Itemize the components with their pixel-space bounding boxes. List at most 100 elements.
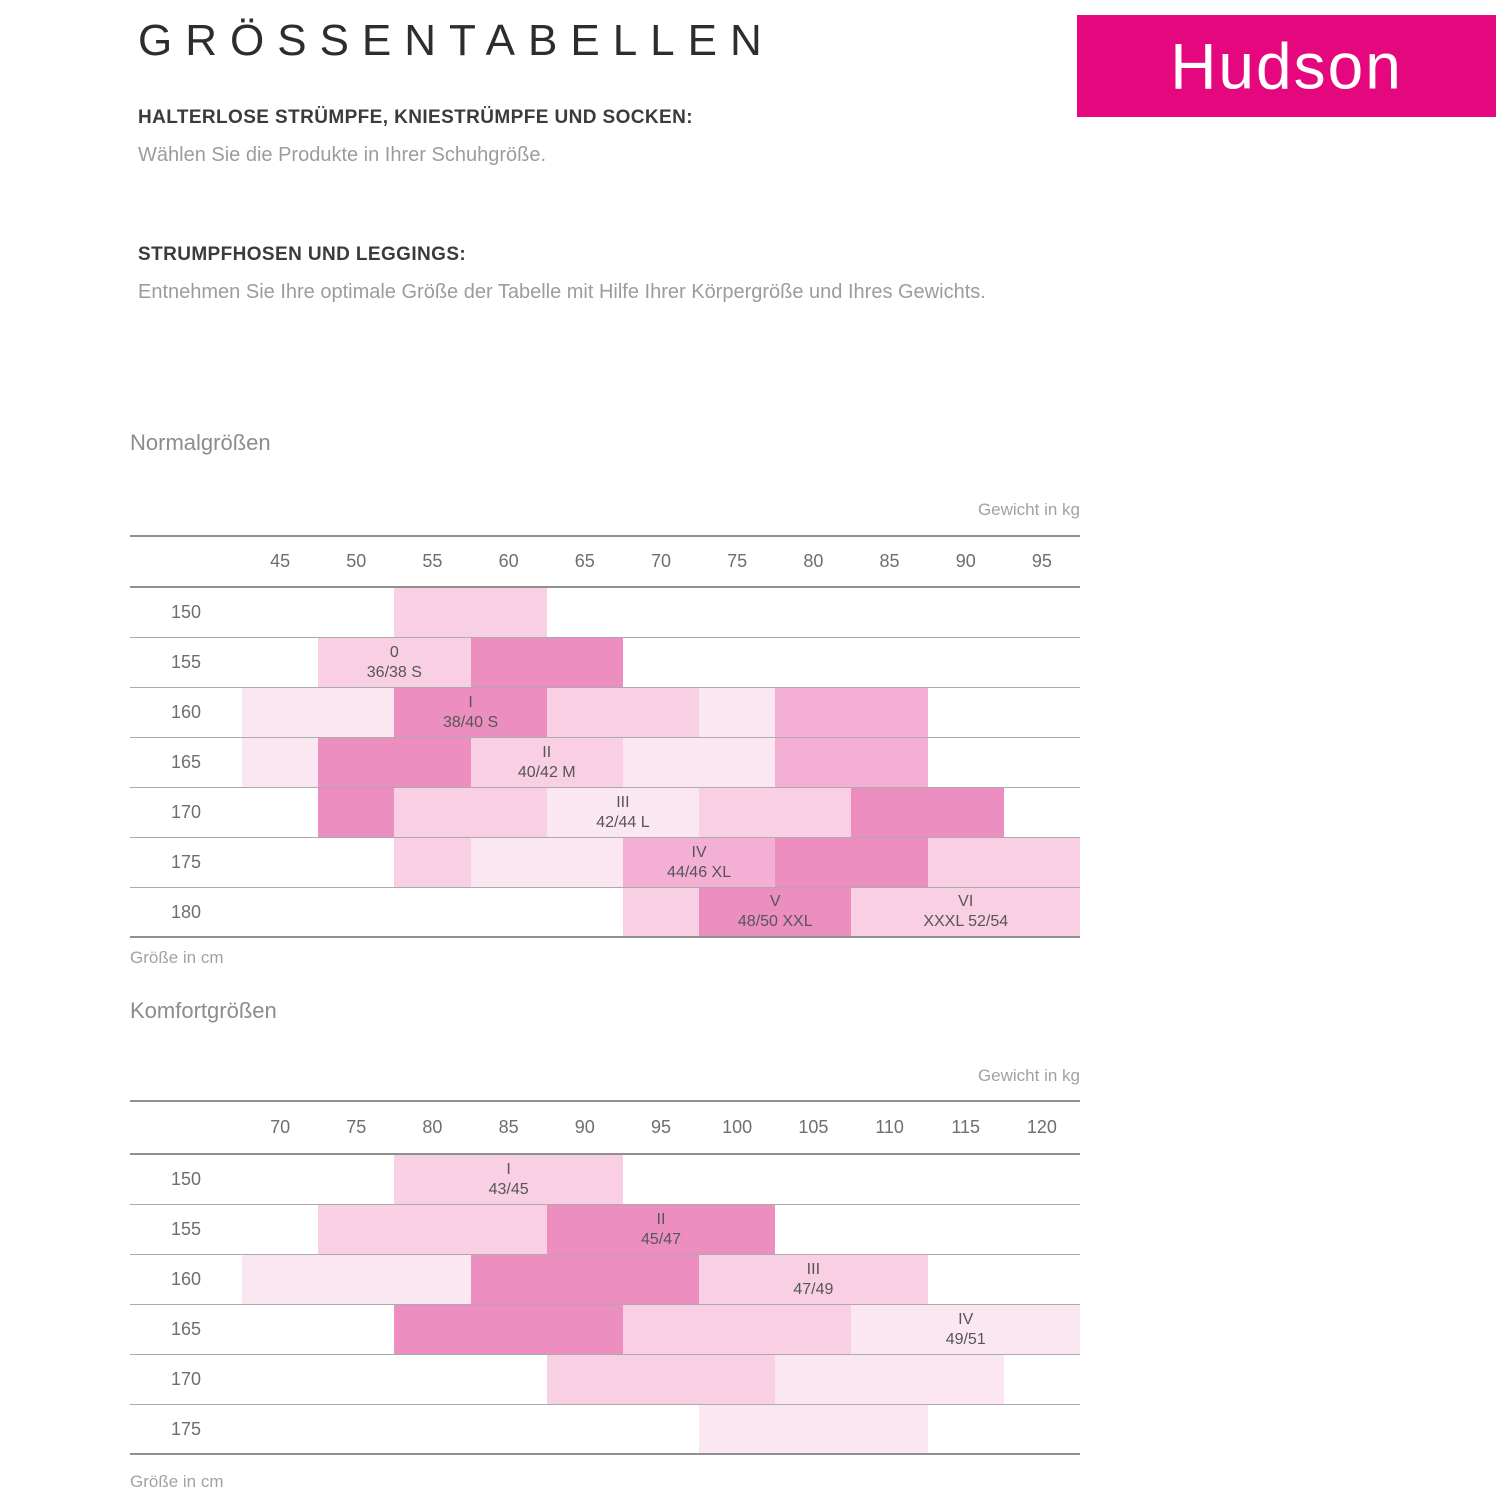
size-region-I: I 38/40 S: [394, 688, 547, 737]
weight-tick-85: 85: [498, 1117, 519, 1137]
size-region: [470, 1255, 700, 1304]
size-range-label: 45/47: [640, 1230, 682, 1248]
size-range-label: 36/38 S: [366, 663, 422, 681]
weight-tick-70: 70: [270, 1117, 291, 1137]
weight-tick-70: 70: [650, 551, 671, 571]
weight-tick-90: 90: [955, 551, 976, 571]
weight-tick-75: 75: [727, 551, 748, 571]
size-region: [242, 1255, 471, 1304]
size-range-label: 49/51: [945, 1330, 986, 1348]
weight-tick-60: 60: [498, 551, 519, 571]
size-region: [394, 838, 471, 887]
weight-tick-100: 100: [722, 1117, 753, 1137]
weight-tick-120: 120: [1026, 1117, 1057, 1137]
size-range-label: 42/44 L: [596, 813, 650, 831]
table-row-height-150: 150: [130, 588, 1080, 638]
hudson-logo-text: Hudson: [1170, 29, 1403, 103]
height-tick-160: 160: [170, 702, 202, 722]
size-range-label: 47/49: [793, 1280, 834, 1298]
hudson-logo: Hudson: [1077, 15, 1496, 117]
size-region-IV: IV 49/51: [851, 1305, 1080, 1354]
size-region: [775, 838, 928, 887]
size-region: [851, 788, 1004, 837]
table-row-height-175: 175 IV 44/46 XL: [130, 838, 1080, 888]
weight-tick-85: 85: [879, 551, 900, 571]
weight-header-row: 70 75 80 85 90 95 100 105 110 115 120: [130, 1100, 1080, 1155]
weight-tick-90: 90: [574, 1117, 595, 1137]
size-region: [318, 738, 471, 787]
size-region: [546, 688, 700, 737]
chart-title-comfort: Komfortgrößen: [130, 998, 277, 1023]
size-code-label: IV: [958, 1310, 974, 1328]
size-region: [546, 1355, 776, 1404]
size-region: [470, 638, 623, 687]
height-tick-155: 155: [170, 652, 202, 672]
size-region: [242, 738, 319, 787]
size-region: [318, 1205, 547, 1254]
size-range-label: 40/42 M: [517, 763, 576, 781]
weight-axis-label: Gewicht in kg: [977, 1066, 1080, 1085]
weight-tick-75: 75: [346, 1117, 367, 1137]
size-table-comfort: 70 75 80 85 90 95 100 105 110 115 120 150 I 43/45 155…: [130, 1100, 1080, 1455]
weight-tick-80: 80: [422, 1117, 443, 1137]
weight-tick-55: 55: [422, 551, 443, 571]
height-tick-165: 165: [170, 752, 202, 772]
size-region: [775, 738, 928, 787]
height-tick-170: 170: [170, 1369, 202, 1389]
chart-title-normal: Normalgrößen: [130, 430, 271, 455]
size-range-label: 48/50 XXL: [737, 913, 813, 930]
size-range-label: 43/45: [488, 1180, 529, 1198]
height-tick-155: 155: [170, 1219, 202, 1239]
height-tick-150: 150: [170, 602, 202, 622]
table-body: 150 I 43/45 155 II 45/47 160 III 47/49 165 IV 49/51…: [130, 1155, 1080, 1455]
size-region: [775, 688, 928, 737]
size-region-III: III 42/44 L: [546, 788, 700, 837]
table-row-height-180: 180 V 48/50 XXL VI XXXL 52/54: [130, 888, 1080, 938]
size-code-label: III: [806, 1260, 821, 1278]
weight-tick-80: 80: [803, 551, 824, 571]
table-row-height-150: 150 I 43/45: [130, 1155, 1080, 1205]
size-region-I: I 43/45: [394, 1155, 623, 1204]
size-region: [394, 1305, 623, 1354]
size-range-label: XXXL 52/54: [923, 913, 1009, 930]
size-range-label: 38/40 S: [442, 713, 499, 731]
size-code-label: I: [468, 693, 473, 711]
size-code-label: I: [506, 1160, 511, 1178]
table-row-height-160: 160 III 47/49: [130, 1255, 1080, 1305]
size-region: [470, 838, 623, 887]
weight-tick-115: 115: [951, 1117, 981, 1137]
table-row-height-165: 165 IV 49/51: [130, 1305, 1080, 1355]
size-region: [699, 1405, 928, 1453]
section-body-tights: Entnehmen Sie Ihre optimale Größe der Ta…: [138, 281, 986, 303]
weight-tick-105: 105: [798, 1117, 829, 1137]
size-range-label: 44/46 XL: [667, 863, 732, 881]
weight-tick-95: 95: [1031, 551, 1052, 571]
height-axis-label: Größe in cm: [130, 1472, 224, 1491]
height-tick-175: 175: [170, 1418, 202, 1439]
size-chart-comfort: Komfortgrößen Gewicht in kg 70 75 80 85 90 95…: [130, 998, 1080, 1498]
weight-axis-label: Gewicht in kg: [977, 500, 1080, 519]
size-region: [394, 588, 547, 637]
size-region: [699, 788, 852, 837]
header-spacer: [130, 1102, 242, 1153]
size-region-VI: VI XXXL 52/54: [851, 888, 1080, 936]
size-region: [775, 1355, 1004, 1404]
size-region-II: II 45/47: [546, 1205, 776, 1254]
size-region: [242, 688, 395, 737]
table-row-height-155: 155 II 45/47: [130, 1205, 1080, 1255]
weight-tick-65: 65: [574, 551, 595, 571]
section-heading-stockings: HALTERLOSE STRÜMPFE, KNIESTRÜMPFE UND SO…: [138, 107, 693, 128]
weight-tick-50: 50: [346, 551, 367, 571]
height-tick-160: 160: [170, 1269, 202, 1289]
size-region: [394, 788, 547, 837]
size-code-label: 0: [389, 643, 399, 661]
size-region: [927, 838, 1080, 887]
size-code-label: III: [616, 793, 630, 811]
table-row-height-165: 165 II 40/42 M: [130, 738, 1080, 788]
size-region-IV: IV 44/46 XL: [622, 838, 776, 887]
size-code-label: II: [656, 1210, 666, 1228]
weight-tick-45: 45: [270, 551, 291, 571]
size-region: [622, 888, 700, 936]
page-title: GRÖSSENTABELLEN: [138, 16, 775, 65]
weight-tick-110: 110: [875, 1117, 904, 1137]
